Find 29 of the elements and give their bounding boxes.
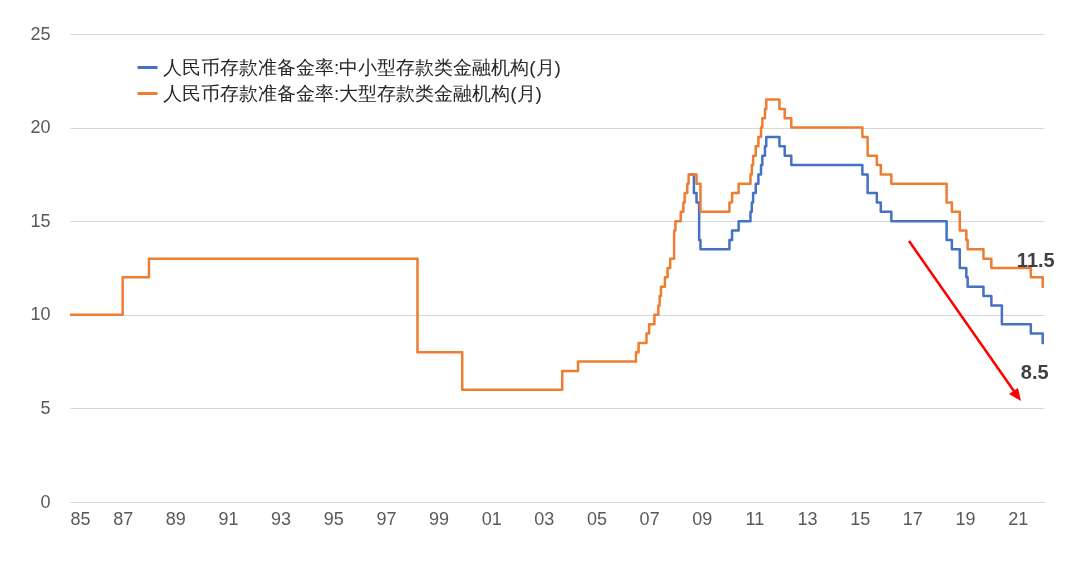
x-tick-label: 01 bbox=[481, 508, 502, 529]
x-tick-label: 05 bbox=[586, 508, 607, 529]
x-tick-label: 11 bbox=[745, 508, 765, 529]
x-tick-label: 21 bbox=[1008, 508, 1029, 529]
x-tick-label: 85 bbox=[70, 508, 91, 529]
x-tick-label: 87 bbox=[113, 508, 134, 529]
x-tick-label: 13 bbox=[797, 508, 818, 529]
x-tick-label: 15 bbox=[850, 508, 871, 529]
y-tick-label: 20 bbox=[30, 117, 51, 138]
x-tick-label: 97 bbox=[376, 508, 397, 529]
x-tick-label: 99 bbox=[429, 508, 450, 529]
y-tick-label: 0 bbox=[40, 491, 51, 512]
y-tick-label: 5 bbox=[40, 397, 51, 418]
x-tick-label: 07 bbox=[639, 508, 660, 529]
x-tick-label: 17 bbox=[902, 508, 923, 529]
y-tick-label: 25 bbox=[30, 23, 51, 44]
x-tick-label: 09 bbox=[692, 508, 713, 529]
y-tick-label: 10 bbox=[30, 304, 51, 325]
x-tick-label: 03 bbox=[534, 508, 555, 529]
x-tick-label: 91 bbox=[218, 508, 239, 529]
x-tick-label: 95 bbox=[323, 508, 344, 529]
y-tick-label: 15 bbox=[30, 210, 51, 231]
legend-label: 人民币存款准备金率:大型存款类金融机构(月) bbox=[163, 82, 542, 104]
annotation: 11.5 bbox=[1016, 248, 1055, 271]
x-tick-label: 89 bbox=[165, 508, 186, 529]
annotation: 8.5 bbox=[1020, 360, 1049, 383]
x-tick-label: 93 bbox=[271, 508, 292, 529]
legend-label: 人民币存款准备金率:中小型存款类金融机构(月) bbox=[163, 56, 561, 78]
x-tick-label: 19 bbox=[955, 508, 976, 529]
